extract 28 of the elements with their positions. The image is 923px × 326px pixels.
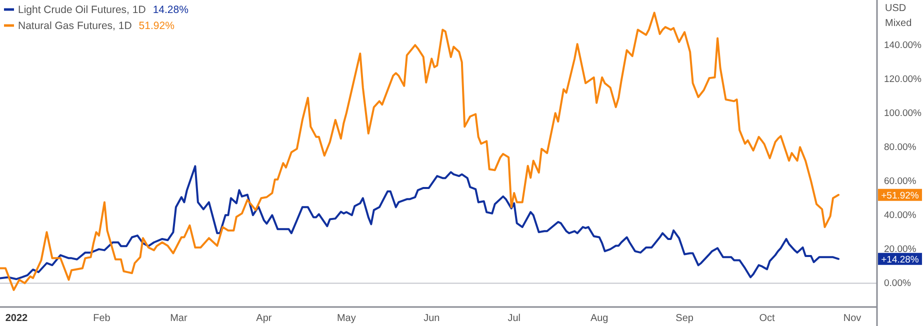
y-tick-label: 140.00% xyxy=(884,40,922,52)
line-series xyxy=(0,165,840,280)
legend-label: Natural Gas Futures, 1D xyxy=(18,20,132,32)
x-tick-label: Aug xyxy=(590,313,608,324)
x-tick-label: Oct xyxy=(759,313,776,324)
y-tick-label: 40.00% xyxy=(884,210,917,222)
x-tick-label: Sep xyxy=(676,313,694,324)
text: USD xyxy=(885,3,906,14)
x-tick-label: May xyxy=(336,313,356,324)
y-tick-label: 20.00% xyxy=(884,244,917,256)
x-tick-label: 2022 xyxy=(5,313,28,324)
text: +14.28% xyxy=(881,254,920,266)
x-tick-label: Jul xyxy=(508,313,520,324)
y-tick-label: 0.00% xyxy=(884,278,912,290)
x-tick-label: Jun xyxy=(424,313,440,324)
x-tick-label: Mar xyxy=(170,313,188,324)
annotation: 14.28% xyxy=(152,4,188,16)
legend-label: Light Crude Oil Futures, 1D xyxy=(18,4,146,16)
text: Mixed xyxy=(885,18,912,29)
x-tick-label: Nov xyxy=(843,313,862,324)
y-tick-label: 60.00% xyxy=(884,176,917,188)
y-tick-label: 120.00% xyxy=(884,74,922,86)
text: +51.92% xyxy=(881,190,920,202)
x-tick-label: Apr xyxy=(256,313,272,324)
y-tick-label: 80.00% xyxy=(884,142,917,154)
x-tick-label: Feb xyxy=(93,313,111,324)
annotation: 51.92% xyxy=(138,20,174,32)
y-tick-label: 100.00% xyxy=(884,108,922,120)
